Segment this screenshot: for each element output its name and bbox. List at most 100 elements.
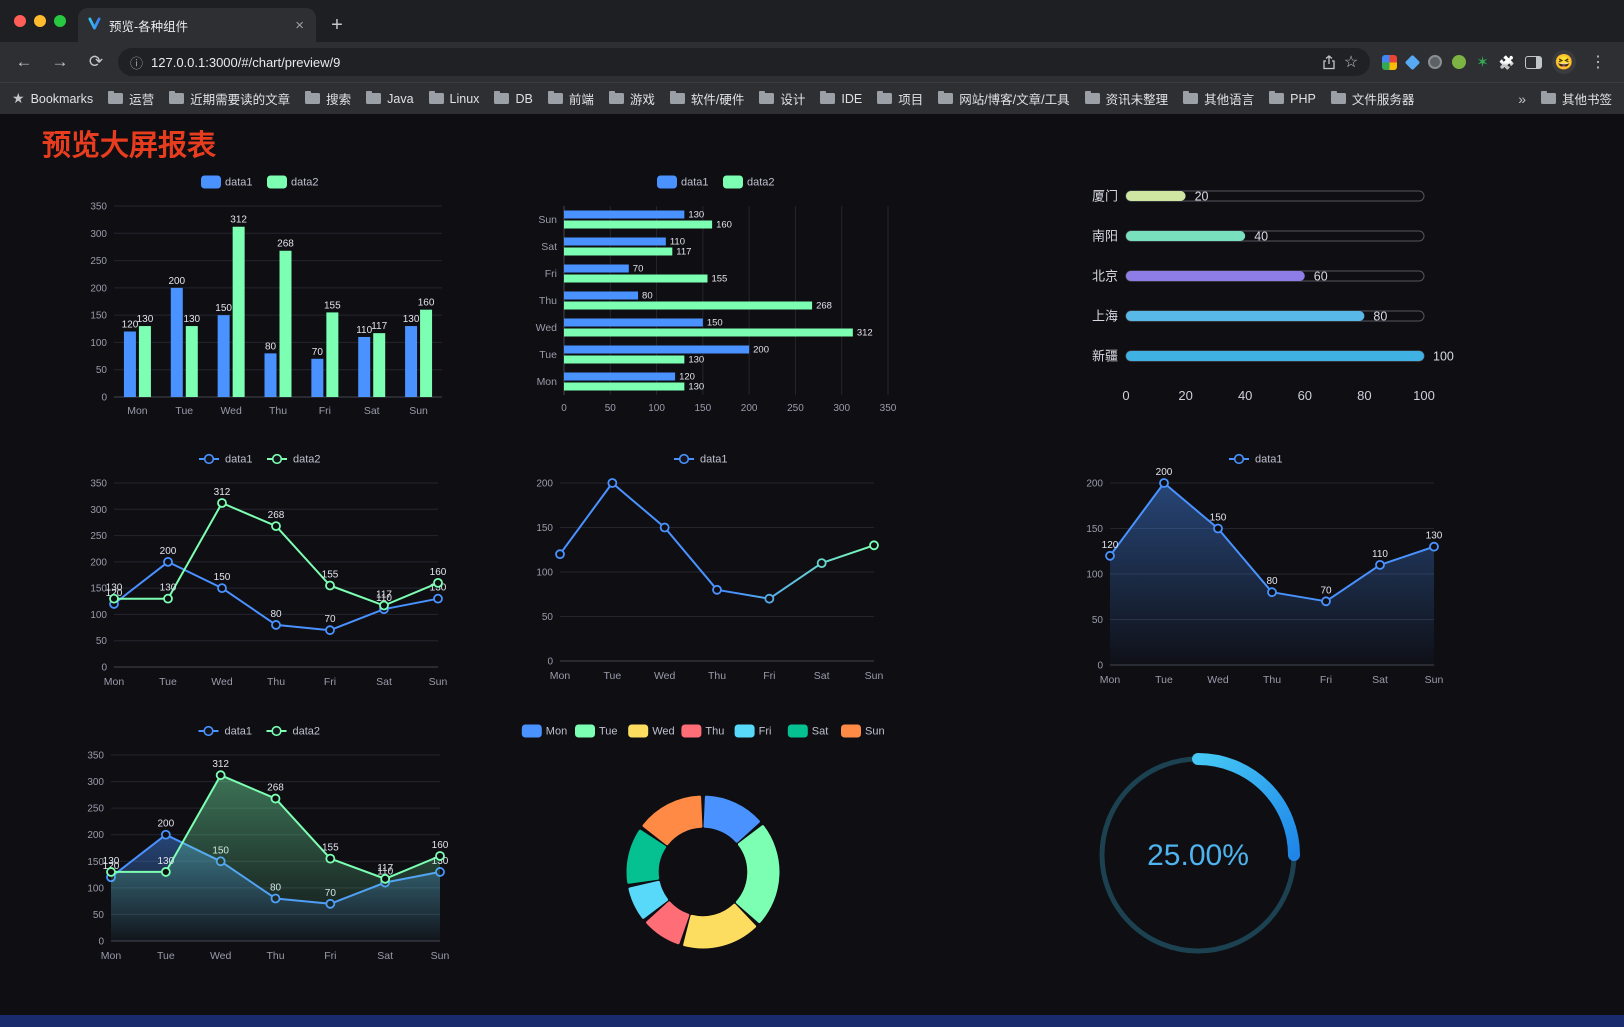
zoom-window-button[interactable] — [54, 15, 66, 27]
grouped-bar-chart[interactable]: data1 data2050100150200250300350Mon120130… — [72, 170, 452, 425]
svg-text:130: 130 — [432, 856, 449, 867]
page-title: 预览大屏报表 — [42, 130, 217, 162]
bookmark-folder-item[interactable]: 前端 — [547, 89, 594, 108]
bookmark-folder-item[interactable]: Java — [366, 89, 414, 108]
svg-text:Sat: Sat — [364, 405, 380, 417]
svg-text:Thu: Thu — [539, 295, 557, 307]
svg-text:data1: data1 — [225, 726, 253, 738]
two-series-line-chart[interactable]: data1 data2 0 50 100 150 200 250 300 350 Mon Tue Wed… — [72, 447, 452, 697]
svg-text:40: 40 — [1254, 230, 1268, 244]
bookmark-folder-label: 网站/博客/文章/工具 — [959, 93, 1070, 107]
svg-text:100: 100 — [648, 403, 665, 414]
bookmark-folder-label: Linux — [449, 91, 480, 106]
svg-text:data1: data1 — [225, 177, 253, 189]
extension-green-circle-icon[interactable] — [1452, 55, 1467, 69]
folder-icon — [608, 90, 624, 104]
svg-text:80: 80 — [1373, 310, 1387, 324]
svg-text:120: 120 — [103, 861, 120, 872]
forward-button[interactable]: → — [51, 52, 69, 71]
bookmark-folder-item[interactable]: 其他语言 — [1183, 89, 1254, 108]
bookmark-folder-item[interactable]: 网站/博客/文章/工具 — [938, 89, 1070, 108]
svg-text:200: 200 — [536, 479, 553, 490]
bookmark-folder-item[interactable]: DB — [494, 89, 533, 108]
bookmark-folder-item[interactable]: 资讯未整理 — [1084, 89, 1169, 108]
svg-text:60: 60 — [1298, 388, 1312, 403]
svg-text:Wed: Wed — [211, 676, 233, 688]
svg-text:117: 117 — [371, 321, 387, 332]
svg-text:data2: data2 — [291, 177, 319, 189]
svg-text:20: 20 — [1195, 190, 1209, 204]
extension-grid-icon[interactable] — [1382, 54, 1398, 70]
bookmark-folder-item[interactable]: 运营 — [108, 89, 154, 108]
bookmark-folder-item[interactable]: 项目 — [877, 89, 923, 108]
bookmark-folder-item[interactable]: 设计 — [759, 89, 805, 108]
other-bookmarks-folder[interactable]: 其他书签 — [1540, 89, 1612, 108]
reload-button[interactable]: ⟳ — [88, 52, 104, 71]
svg-text:350: 350 — [90, 202, 107, 213]
svg-text:70: 70 — [632, 264, 643, 275]
svg-text:200: 200 — [740, 403, 757, 414]
area-line-chart[interactable]: data1 0 50 100 150 200 Mon Tue Wed Thu Fri Sat Sun 12… — [1068, 447, 1448, 695]
gradient-line-chart[interactable]: data1 0 50 100 150 200 Mon Tue Wed Thu Fri Sat Sun — [518, 447, 888, 691]
close-window-button[interactable] — [14, 15, 26, 27]
bookmark-folder-item[interactable]: 近期需要读的文章 — [169, 89, 290, 108]
address-bar[interactable]: ⓘ 127.0.0.1:3000/#/chart/preview/9 ☆ — [118, 48, 1371, 76]
browser-menu-icon[interactable]: ⋮ — [1590, 54, 1606, 71]
bookmark-folder-item[interactable]: 软件/硬件 — [669, 89, 744, 108]
bookmark-folder-item[interactable]: Linux — [428, 89, 480, 108]
bookmark-folder-item[interactable]: 游戏 — [608, 89, 655, 108]
two-series-area-chart[interactable]: data1 data2 0 50 100 150 200 250 300 350 Mon Tue Wed… — [69, 719, 454, 971]
bookmark-folder-label: 资讯未整理 — [1105, 93, 1169, 107]
chart-cell: 厦门 20 南阳 40 北京 60 上海 80 新疆 100 0 20 40 60 80 100 — [1032, 170, 1598, 425]
svg-text:268: 268 — [816, 301, 832, 312]
bookmark-folder-item[interactable]: IDE — [820, 89, 862, 108]
svg-text:200: 200 — [168, 276, 185, 287]
svg-text:350: 350 — [879, 403, 896, 414]
svg-text:150: 150 — [88, 857, 105, 868]
svg-text:268: 268 — [267, 783, 284, 794]
svg-text:70: 70 — [312, 347, 324, 358]
bookmarks-manager-item[interactable]: ★ Bookmarks — [12, 90, 93, 107]
svg-text:80: 80 — [265, 341, 277, 352]
bookmark-folder-item[interactable]: PHP — [1269, 89, 1316, 108]
svg-text:200: 200 — [1086, 479, 1103, 490]
profile-avatar[interactable]: 😆 — [1552, 50, 1576, 74]
minimize-window-button[interactable] — [34, 15, 46, 27]
svg-text:厦门: 厦门 — [1092, 189, 1118, 204]
percent-gauge-chart[interactable]: 25.00% — [1068, 719, 1328, 979]
svg-text:150: 150 — [694, 403, 711, 414]
svg-text:300: 300 — [833, 403, 850, 414]
folder-icon — [1183, 90, 1199, 104]
svg-text:100: 100 — [90, 610, 107, 621]
bookmark-folder-item[interactable]: 搜索 — [305, 89, 351, 108]
svg-text:110: 110 — [376, 593, 392, 604]
back-button[interactable]: ← — [15, 52, 33, 71]
site-info-icon[interactable]: ⓘ — [130, 55, 144, 71]
side-panel-icon[interactable] — [1525, 55, 1542, 69]
svg-text:0: 0 — [101, 393, 107, 404]
bookmarks-overflow-chevron[interactable]: » — [1518, 90, 1526, 107]
share-icon[interactable] — [1322, 54, 1336, 70]
chart-cell: data1 data2 0 50 100 150 200 250 300 350 Mon 120 130… — [498, 170, 1032, 425]
bookmark-folder-label: PHP — [1290, 91, 1316, 106]
bookmark-star-icon[interactable]: ☆ — [1343, 54, 1359, 71]
svg-text:200: 200 — [90, 557, 107, 568]
svg-text:Fri: Fri — [1320, 674, 1332, 686]
city-progress-chart[interactable]: 厦门 20 南阳 40 北京 60 上海 80 新疆 100 0 20 40 60 80 100 — [1068, 170, 1458, 420]
svg-text:Sat: Sat — [541, 241, 557, 253]
extensions-puzzle-icon[interactable]: 🧩 — [1498, 54, 1515, 70]
chart-cell: data1 data2 0 50 100 150 200 250 300 350 Mon Tue Wed… — [26, 719, 498, 985]
svg-text:50: 50 — [1092, 615, 1104, 626]
browser-tab[interactable]: 预览-各种组件 × — [78, 8, 316, 42]
tab-close-icon[interactable]: × — [295, 16, 304, 34]
extension-star-icon[interactable]: ✶ — [1476, 53, 1489, 71]
extension-kite-icon[interactable] — [1404, 54, 1421, 70]
svg-text:Mon: Mon — [549, 670, 570, 682]
extension-dark-circle-icon[interactable] — [1428, 55, 1443, 69]
svg-text:155: 155 — [324, 300, 341, 311]
new-tab-button[interactable]: + — [331, 13, 343, 36]
svg-text:40: 40 — [1238, 388, 1252, 403]
weekday-donut-chart[interactable]: Mon Tue Wed Thu Fri Sat Sun — [518, 719, 888, 985]
bookmark-folder-item[interactable]: 文件服务器 — [1330, 89, 1414, 108]
